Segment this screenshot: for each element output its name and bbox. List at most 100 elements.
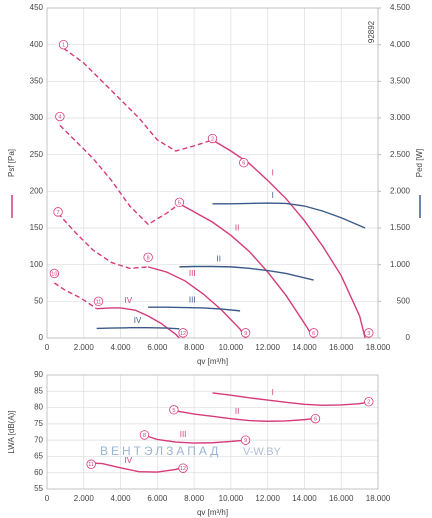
x-tick-label: 14.000	[292, 343, 317, 352]
series-label: IV	[125, 296, 133, 305]
y-tick-label: 90	[34, 370, 43, 379]
x-tick-label: 0	[45, 494, 50, 503]
point-marker-label: 5	[178, 200, 181, 206]
series-label: III	[189, 269, 196, 278]
y-tick-label: 75	[34, 419, 43, 428]
point-marker-label: 2	[367, 400, 370, 406]
point-marker	[86, 459, 96, 469]
point-marker-label: 9	[244, 331, 247, 337]
series-line	[179, 265, 314, 281]
x-tick-label: 8.000	[184, 494, 205, 503]
point-marker	[55, 111, 65, 122]
x-tick-label: 4.000	[111, 343, 132, 352]
series-label: II	[235, 407, 239, 416]
point-marker	[240, 328, 251, 338]
point-marker	[143, 252, 153, 263]
point-marker-label: 8	[147, 255, 150, 261]
point-marker	[239, 158, 249, 168]
y-tick-label: 150	[30, 223, 44, 232]
x-tick-label: 14.000	[292, 494, 317, 503]
series-line	[147, 266, 247, 339]
series-line	[148, 306, 241, 312]
series-line	[96, 307, 180, 339]
y-tick-label: 80	[34, 403, 43, 412]
y-tick-label: 60	[34, 468, 43, 477]
x-tick-label: 2.000	[74, 343, 95, 352]
y-tick-label: 450	[30, 3, 44, 12]
y2-tick-label: 4.000	[390, 40, 411, 49]
y-tick-label: 250	[30, 150, 44, 159]
point-marker	[240, 435, 251, 445]
y2-tick-label: 4.500	[390, 3, 411, 12]
point-marker	[308, 328, 319, 338]
watermark: V-W.BY	[243, 446, 282, 458]
x-tick-label: 10.000	[219, 494, 244, 503]
x-tick-label: 18.000	[366, 343, 391, 352]
y2-tick-label: 1.000	[390, 260, 411, 269]
point-marker-label: 8	[143, 433, 146, 439]
x-axis-title: qv [m³/h]	[197, 508, 228, 517]
point-marker-label: 2	[211, 136, 214, 142]
point-marker-label: 12	[180, 331, 186, 337]
y-tick-label: 65	[34, 452, 43, 461]
x-tick-label: 6.000	[147, 494, 168, 503]
x-tick-label: 12.000	[255, 343, 280, 352]
y2-axis-title: Ped [W]	[415, 149, 424, 177]
point-marker	[93, 296, 104, 307]
series-line	[96, 327, 180, 330]
point-marker-label: 6	[314, 417, 317, 423]
x-tick-label: 4.000	[111, 494, 132, 503]
y-tick-label: 50	[34, 296, 43, 305]
series-label: III	[180, 430, 187, 439]
point-marker-label: 12	[180, 466, 186, 472]
series-line	[144, 434, 246, 444]
point-marker-label: 5	[172, 408, 175, 414]
series-line	[212, 139, 366, 339]
point-marker	[310, 413, 321, 424]
series-label: II	[235, 223, 239, 232]
code: 92892	[367, 20, 376, 43]
series-line	[212, 392, 369, 406]
y2-tick-label: 2.500	[390, 150, 411, 159]
series-label: III	[189, 296, 196, 305]
y-tick-label: 70	[34, 435, 43, 444]
point-marker-label: 11	[88, 462, 94, 468]
series-line	[63, 47, 213, 152]
series-label: I	[272, 168, 274, 177]
point-marker-label: 7	[57, 210, 60, 216]
point-marker-label: 1	[62, 43, 65, 49]
series-label: I	[272, 388, 274, 397]
y2-tick-label: 1.500	[390, 223, 411, 232]
x-tick-label: 12.000	[255, 494, 280, 503]
point-marker-label: 10	[51, 271, 57, 277]
point-marker	[207, 133, 218, 144]
point-marker	[49, 268, 60, 279]
y-tick-label: 350	[30, 76, 44, 85]
point-marker	[53, 207, 63, 217]
point-marker-label: 9	[244, 438, 247, 444]
point-marker-label: 3	[367, 331, 370, 337]
y-tick-label: 400	[30, 40, 44, 49]
plot-frame	[46, 374, 379, 490]
series-line	[57, 212, 149, 270]
point-marker-label: 4	[58, 114, 61, 120]
x-tick-label: 16.000	[329, 494, 354, 503]
x-tick-label: 8.000	[184, 343, 205, 352]
point-marker	[174, 197, 185, 208]
y-tick-label: 0	[39, 333, 44, 342]
x-tick-label: 18.000	[366, 494, 391, 503]
point-marker	[169, 405, 179, 415]
x-tick-label: 2.000	[74, 494, 95, 503]
point-marker	[139, 430, 150, 440]
x-tick-label: 0	[45, 343, 50, 352]
point-marker	[178, 463, 188, 473]
point-marker-label: 11	[96, 299, 102, 305]
y-tick-label: 100	[30, 260, 44, 269]
series-label: IV	[134, 316, 142, 325]
point-marker	[178, 328, 188, 338]
y-tick-label: 200	[30, 186, 44, 195]
series-label: IV	[125, 456, 133, 465]
series-label: I	[272, 191, 274, 200]
x-axis-title: qv [m³/h]	[197, 357, 228, 366]
series-line	[175, 410, 314, 422]
